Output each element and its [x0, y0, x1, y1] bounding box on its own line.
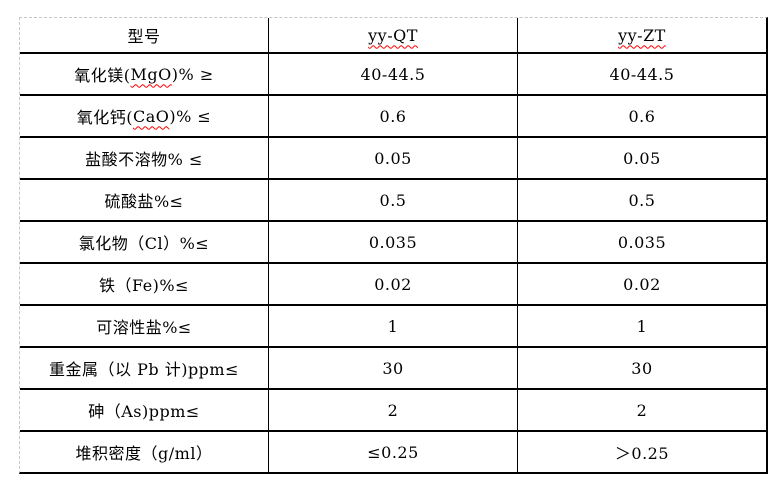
qt-value-cell: 0.05 [268, 138, 517, 178]
row-label-cell: 氧化钙(CaO)% ≤ [76, 106, 212, 128]
zt-value-cell: 0.02 [516, 264, 766, 304]
header-cell-yy-qt: yy-QT [268, 18, 517, 52]
row-label-cell: 氧化镁(MgO)% ≥ [74, 64, 214, 86]
qt-value-cell: 0.6 [268, 96, 517, 136]
table-row-hcl-insoluble: 盐酸不溶物% ≤ 0.05 0.05 [20, 136, 766, 178]
qt-value-cell: 1 [268, 306, 517, 346]
table-row-mgo: 氧化镁(MgO)% ≥ 40-44.5 40-44.5 [20, 52, 766, 94]
qt-value-cell: 0.035 [268, 222, 517, 262]
row-label-cell: 盐酸不溶物% ≤ [85, 150, 203, 169]
table-row-iron: 铁（Fe)%≤ 0.02 0.02 [20, 262, 766, 304]
spellcheck-underline: CaO [132, 106, 170, 126]
zt-value-cell: 30 [516, 348, 766, 388]
header-model-label: 型号 [127, 27, 161, 46]
row-label-cell: 砷（As)ppm≤ [88, 402, 200, 421]
zt-value-cell: 0.5 [516, 180, 766, 220]
table-header-row: 型号 yy-QT yy-ZT [20, 18, 766, 52]
row-label-cell: 重金属（以 Pb 计)ppm≤ [49, 360, 240, 379]
zt-value-cell: ＞0.25 [516, 432, 766, 472]
table-row-sulfate: 硫酸盐%≤ 0.5 0.5 [20, 178, 766, 220]
row-label-cell: 可溶性盐%≤ [96, 318, 192, 337]
zt-value-cell: 2 [516, 390, 766, 430]
row-label-cell: 铁（Fe)%≤ [98, 276, 190, 295]
zt-value-cell: 1 [516, 306, 766, 346]
zt-value-cell: 40-44.5 [516, 54, 766, 94]
row-label-cell: 硫酸盐%≤ [104, 192, 184, 211]
table-row-arsenic: 砷（As)ppm≤ 2 2 [20, 388, 766, 430]
table-row-cao: 氧化钙(CaO)% ≤ 0.6 0.6 [20, 94, 766, 136]
zt-value-cell: 0.035 [516, 222, 766, 262]
row-label-cell: 氯化物（Cl）%≤ [78, 234, 210, 253]
qt-value-cell: 30 [268, 348, 517, 388]
table-row-bulk-density: 堆积密度（g/ml） ≤0.25 ＞0.25 [20, 430, 766, 472]
zt-value-cell: 0.6 [516, 96, 766, 136]
table-row-heavy-metals: 重金属（以 Pb 计)ppm≤ 30 30 [20, 346, 766, 388]
qt-value-cell: 40-44.5 [268, 54, 517, 94]
spellcheck-underline: yy-QT [368, 25, 418, 45]
qt-value-cell: ≤0.25 [268, 432, 517, 472]
spec-table: 型号 yy-QT yy-ZT 氧化镁(MgO)% ≥ 40-44.5 40-44… [19, 17, 768, 474]
qt-value-cell: 0.5 [268, 180, 517, 220]
header-cell-yy-zt: yy-ZT [516, 18, 766, 52]
spellcheck-underline: MgO [130, 64, 172, 84]
qt-value-cell: 2 [268, 390, 517, 430]
table-row-soluble-salt: 可溶性盐%≤ 1 1 [20, 304, 766, 346]
table-row-chloride: 氯化物（Cl）%≤ 0.035 0.035 [20, 220, 766, 262]
qt-value-cell: 0.02 [268, 264, 517, 304]
zt-value-cell: 0.05 [516, 138, 766, 178]
row-label-cell: 堆积密度（g/ml） [75, 444, 213, 463]
spellcheck-underline: yy-ZT [618, 25, 666, 45]
header-cell-model: 型号 [20, 18, 268, 52]
